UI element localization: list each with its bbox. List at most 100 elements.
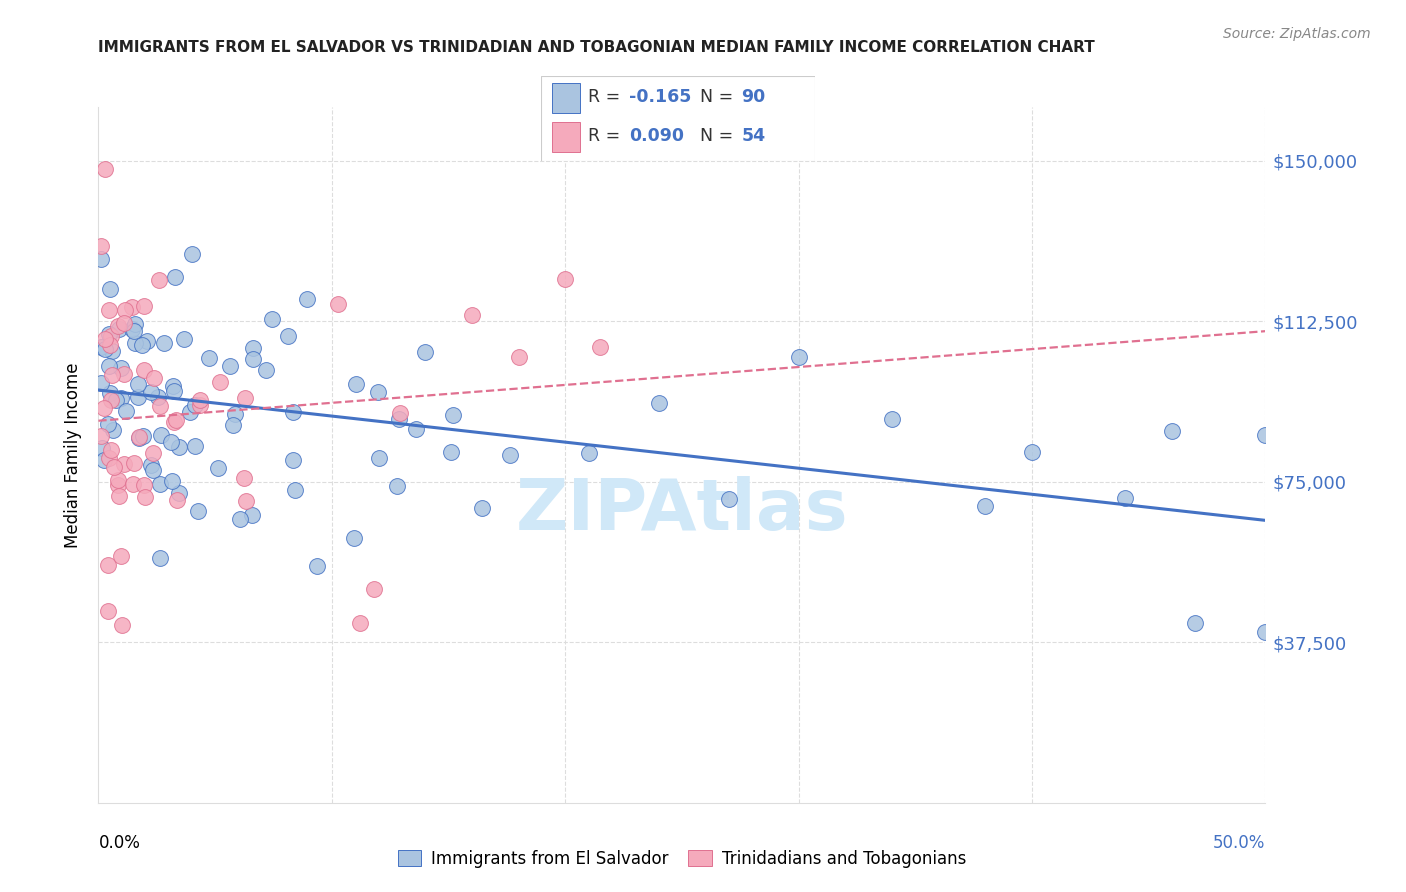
Text: 50.0%: 50.0% [1213, 834, 1265, 852]
Point [283, 405, 305, 419]
Point [1021, 444, 1043, 458]
Point [131, 338, 153, 352]
Text: ZIPAtlas: ZIPAtlas [516, 476, 848, 545]
Point [128, 430, 150, 444]
Point [121, 322, 143, 336]
Point [90, 429, 112, 443]
Point [141, 384, 163, 399]
Point [111, 618, 134, 632]
Point [179, 405, 201, 419]
Point [98, 327, 121, 342]
Point [110, 361, 132, 376]
Point [385, 479, 408, 493]
Point [134, 478, 156, 492]
Text: R =: R = [588, 88, 626, 106]
Point [441, 408, 464, 422]
Point [207, 461, 229, 475]
Point [100, 392, 122, 407]
Point [233, 391, 256, 405]
Point [222, 417, 245, 432]
Point [1254, 624, 1277, 639]
Point [187, 503, 209, 517]
Point [107, 489, 129, 503]
Point [163, 269, 186, 284]
Point [167, 486, 190, 500]
Point [100, 337, 122, 351]
Point [100, 344, 122, 359]
Point [90, 252, 112, 266]
Point [232, 470, 254, 484]
Point [149, 477, 172, 491]
Point [93, 401, 115, 415]
Point [149, 428, 172, 442]
Point [235, 493, 257, 508]
Point [127, 390, 149, 404]
Point [368, 451, 391, 466]
Point [349, 615, 371, 630]
Point [98, 386, 121, 401]
Point [124, 325, 146, 339]
Point [413, 345, 436, 359]
Point [160, 474, 183, 488]
Point [90, 239, 112, 253]
Point [90, 340, 112, 354]
Point [190, 398, 212, 412]
Point [242, 341, 264, 355]
Point [132, 299, 155, 313]
Point [141, 458, 163, 473]
Text: N =: N = [700, 88, 740, 106]
Point [114, 303, 136, 318]
Point [110, 549, 132, 563]
Text: IMMIGRANTS FROM EL SALVADOR VS TRINIDADIAN AND TOBAGONIAN MEDIAN FAMILY INCOME C: IMMIGRANTS FROM EL SALVADOR VS TRINIDADI… [98, 40, 1095, 55]
Point [124, 335, 146, 350]
Point [97, 417, 120, 432]
Point [148, 390, 170, 404]
Point [880, 412, 903, 426]
Point [107, 319, 129, 334]
Point [277, 329, 299, 343]
Point [717, 491, 740, 506]
Point [254, 363, 277, 377]
Point [499, 448, 522, 462]
Point [974, 499, 997, 513]
Point [184, 439, 207, 453]
Point [240, 508, 263, 522]
Point [108, 322, 131, 336]
Point [163, 384, 186, 399]
Point [90, 441, 112, 455]
Point [101, 423, 124, 437]
Text: Source: ZipAtlas.com: Source: ZipAtlas.com [1223, 27, 1371, 41]
Point [112, 458, 135, 472]
Point [127, 376, 149, 391]
Point [122, 456, 145, 470]
Point [405, 422, 427, 436]
Point [578, 445, 600, 459]
Point [1161, 425, 1184, 439]
Point [134, 491, 156, 505]
Point [112, 367, 135, 381]
Point [440, 445, 463, 459]
Point [121, 300, 143, 314]
Text: N =: N = [700, 128, 740, 145]
Point [94, 332, 117, 346]
Point [90, 376, 112, 391]
Point [260, 312, 283, 326]
Point [162, 415, 184, 429]
Point [208, 376, 231, 390]
Point [142, 446, 165, 460]
Point [142, 463, 165, 477]
Point [103, 460, 125, 475]
Point [153, 335, 176, 350]
Point [107, 478, 129, 492]
Point [115, 404, 138, 418]
Point [98, 281, 121, 295]
Point [366, 385, 388, 400]
Point [181, 247, 204, 261]
Point [166, 492, 188, 507]
Point [1254, 428, 1277, 442]
Point [97, 451, 120, 466]
Point [647, 396, 669, 410]
Point [388, 412, 411, 426]
Point [173, 332, 195, 346]
Point [114, 316, 136, 330]
